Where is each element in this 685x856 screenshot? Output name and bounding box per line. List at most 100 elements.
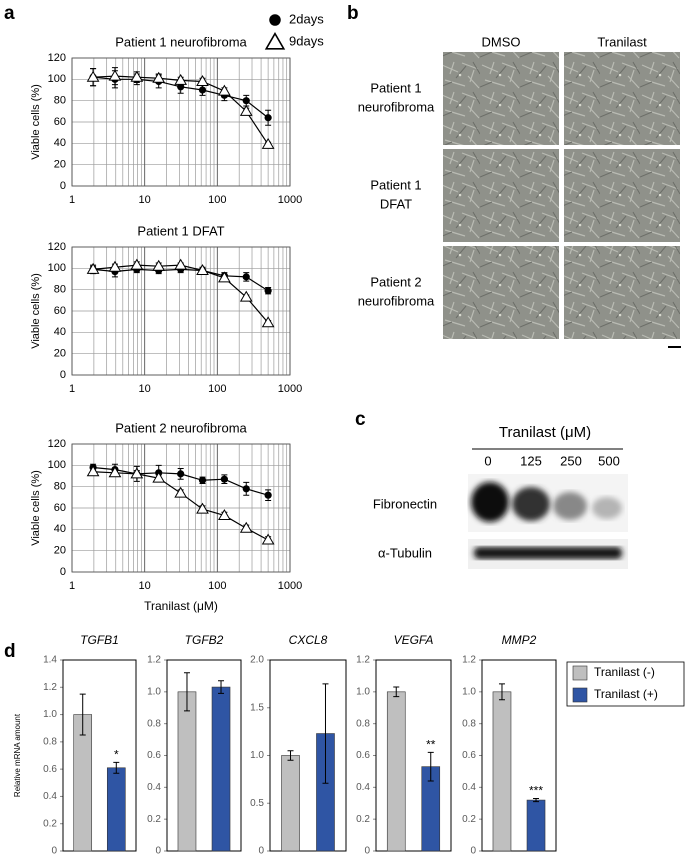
y-tick-label: 60 (54, 502, 66, 514)
chart-title: CXCL8 (289, 633, 328, 647)
column-label: DMSO (482, 34, 521, 49)
error-bar (113, 761, 120, 774)
lane-label: 250 (560, 453, 582, 468)
column-label: Tranilast (597, 34, 647, 49)
marker (152, 471, 166, 483)
legend-box (566, 661, 685, 707)
y-tick-label: 1.2 (43, 682, 57, 693)
y-tick-label: 60 (54, 116, 66, 128)
legend-marker (264, 32, 286, 50)
marker (196, 502, 209, 514)
marker (218, 271, 231, 283)
y-tick-label: 0.8 (147, 718, 161, 729)
band-label: α-Tubulin (378, 545, 432, 560)
x-tick-label: 1000 (278, 580, 302, 592)
marker (198, 86, 207, 94)
y-tick-label: 0 (155, 846, 161, 856)
row-label: neurofibroma (358, 293, 435, 308)
y-tick-label: 1.0 (250, 750, 264, 761)
chart-title: VEGFA (394, 633, 434, 647)
marker (218, 508, 231, 520)
row-label: neurofibroma (358, 99, 435, 114)
y-tick-label: 20 (54, 348, 66, 360)
y-tick-label: 0.4 (462, 782, 476, 793)
y-tick-label: 1.2 (147, 655, 161, 666)
y-tick-label: 0.4 (356, 782, 370, 793)
micrographs (443, 52, 681, 348)
marker (239, 104, 253, 116)
y-tick-label: 0.8 (43, 736, 57, 747)
y-tick-label: 1.0 (43, 709, 57, 720)
blot-band (592, 497, 622, 519)
x-tick-label: 1 (69, 194, 75, 206)
row-label: Patient 1 (370, 177, 421, 192)
marker (108, 466, 122, 478)
x-tick-label: 1 (69, 383, 75, 395)
marker (242, 97, 250, 105)
bar (386, 691, 406, 852)
blot-band (553, 492, 587, 520)
marker (261, 533, 275, 545)
y-tick-label: 0.6 (147, 750, 161, 761)
blot-band (512, 487, 550, 521)
marker (264, 287, 272, 295)
marker (174, 258, 188, 270)
marker (108, 260, 122, 272)
y-tick-label: 40 (54, 326, 66, 338)
y-tick-label: 1.2 (462, 655, 476, 666)
x-tick-label: 1000 (278, 194, 302, 206)
legend-swatch (572, 665, 588, 681)
micrograph (564, 246, 680, 339)
micrograph (443, 149, 559, 242)
y-tick-label: 0.2 (147, 814, 161, 825)
x-axis-label: Tranilast (μM) (144, 599, 218, 613)
row-label: DFAT (380, 196, 412, 211)
y-tick-label: 40 (54, 523, 66, 535)
bar (106, 767, 126, 852)
y-tick-label: 20 (54, 159, 66, 171)
lane-label: 0 (484, 453, 491, 468)
y-tick-label: 1.4 (43, 655, 57, 666)
legend-label: Tranilast (+) (594, 687, 658, 701)
marker (86, 70, 100, 82)
blot-title: Tranilast (μM) (499, 424, 591, 441)
micrograph (564, 149, 680, 242)
marker (174, 73, 188, 85)
x-tick-label: 1000 (278, 383, 302, 395)
plot-frame (481, 659, 557, 852)
marker (261, 137, 275, 149)
significance-label: ** (426, 737, 436, 751)
legend-swatch (572, 687, 588, 703)
row-label: Patient 2 (370, 274, 421, 289)
x-tick-label: 10 (139, 383, 151, 395)
plot-frame (166, 659, 242, 852)
marker (130, 467, 144, 479)
panel-label: c (355, 409, 366, 430)
x-tick-label: 100 (208, 580, 226, 592)
panel-label: b (347, 3, 359, 24)
marker (130, 70, 144, 82)
y-axis-label: Relative mRNA amount (13, 713, 22, 797)
y-tick-label: 0 (470, 846, 476, 856)
y-tick-label: 1.0 (147, 686, 161, 697)
bar (211, 686, 231, 852)
y-tick-label: 0.2 (356, 814, 370, 825)
y-tick-label: 0 (364, 846, 370, 856)
marker (130, 258, 144, 270)
y-axis-label: Viable cells (%) (30, 84, 42, 160)
marker (218, 84, 231, 96)
y-tick-label: 100 (48, 459, 66, 471)
marker (196, 74, 209, 86)
y-tick-label: 0.8 (356, 718, 370, 729)
blot (468, 474, 628, 569)
y-tick-label: 1.0 (356, 686, 370, 697)
y-tick-label: 2.0 (250, 655, 264, 666)
marker (108, 69, 122, 81)
chart-title: TGFB2 (185, 633, 224, 647)
marker (242, 273, 250, 281)
blot-band (471, 482, 509, 522)
chart-title: MMP2 (502, 633, 537, 647)
y-tick-label: 1.0 (462, 686, 476, 697)
y-tick-label: 80 (54, 284, 66, 296)
